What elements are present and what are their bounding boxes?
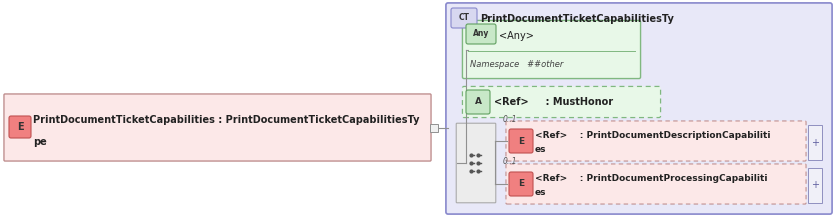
Text: A: A [474, 97, 482, 107]
Text: <Ref>    : PrintDocumentProcessingCapabiliti: <Ref> : PrintDocumentProcessingCapabilit… [535, 174, 767, 183]
Text: pe: pe [33, 137, 47, 147]
FancyBboxPatch shape [466, 24, 496, 44]
Text: PrintDocumentTicketCapabilitiesTy: PrintDocumentTicketCapabilitiesTy [480, 14, 674, 24]
Text: +: + [811, 138, 819, 148]
Text: 0..1: 0..1 [503, 115, 518, 123]
Text: E: E [518, 136, 524, 146]
FancyBboxPatch shape [506, 164, 806, 204]
Text: E: E [518, 179, 524, 189]
FancyBboxPatch shape [463, 86, 660, 118]
Text: PrintDocumentTicketCapabilities : PrintDocumentTicketCapabilitiesTy: PrintDocumentTicketCapabilities : PrintD… [33, 115, 419, 125]
FancyBboxPatch shape [509, 172, 533, 196]
FancyBboxPatch shape [446, 3, 832, 214]
FancyBboxPatch shape [4, 94, 431, 161]
Text: CT: CT [458, 13, 469, 23]
Text: <Any>: <Any> [499, 31, 534, 41]
FancyBboxPatch shape [463, 20, 640, 79]
FancyBboxPatch shape [808, 125, 822, 160]
FancyBboxPatch shape [466, 90, 490, 114]
Text: pe: pe [480, 26, 493, 36]
Text: Any: Any [473, 30, 489, 38]
FancyBboxPatch shape [509, 129, 533, 153]
FancyBboxPatch shape [506, 121, 806, 161]
Text: E: E [17, 122, 23, 132]
FancyBboxPatch shape [430, 123, 438, 132]
Text: es: es [535, 188, 546, 197]
FancyBboxPatch shape [808, 168, 822, 203]
Text: es: es [535, 145, 546, 154]
FancyBboxPatch shape [456, 123, 496, 203]
Text: <Ref>     : MustHonor: <Ref> : MustHonor [494, 97, 613, 107]
Text: <Ref>    : PrintDocumentDescriptionCapabiliti: <Ref> : PrintDocumentDescriptionCapabili… [535, 131, 771, 140]
FancyBboxPatch shape [9, 116, 31, 138]
Text: 0..1: 0..1 [503, 158, 518, 166]
Text: +: + [811, 181, 819, 191]
Text: Namespace   ##other: Namespace ##other [470, 60, 564, 69]
FancyBboxPatch shape [451, 8, 477, 28]
